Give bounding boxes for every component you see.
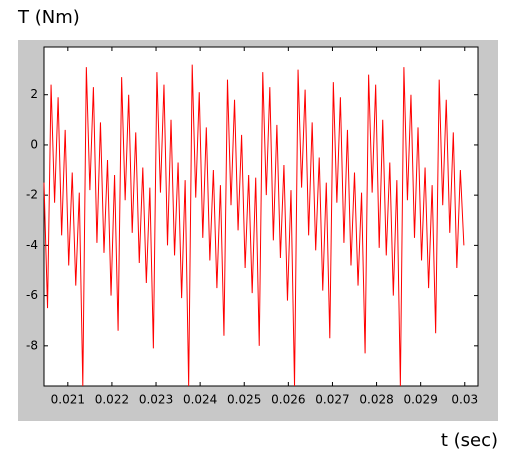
x-tick-label: 0.023 <box>139 393 173 407</box>
data-line <box>43 64 465 387</box>
x-axis-label: t (sec) <box>441 430 498 451</box>
x-tick-label: 0.029 <box>403 393 437 407</box>
x-tick-label: 0.021 <box>51 393 85 407</box>
x-tick-label: 0.028 <box>359 393 393 407</box>
y-tick-label: -8 <box>26 338 38 352</box>
x-tick-label: 0.027 <box>315 393 349 407</box>
x-tick-label: 0.024 <box>183 393 217 407</box>
x-tick-label: 0.022 <box>95 393 129 407</box>
y-tick-label: 2 <box>30 87 38 101</box>
x-tick-label: 0.025 <box>227 393 261 407</box>
x-tick-label: 0.026 <box>271 393 305 407</box>
y-tick-label: -6 <box>26 288 38 302</box>
y-tick-label: 0 <box>30 137 38 151</box>
x-tick-label: 0.03 <box>451 393 478 407</box>
y-tick-label: -4 <box>26 238 38 252</box>
y-axis-label: T (Nm) <box>17 7 80 28</box>
y-tick-label: -2 <box>26 188 38 202</box>
